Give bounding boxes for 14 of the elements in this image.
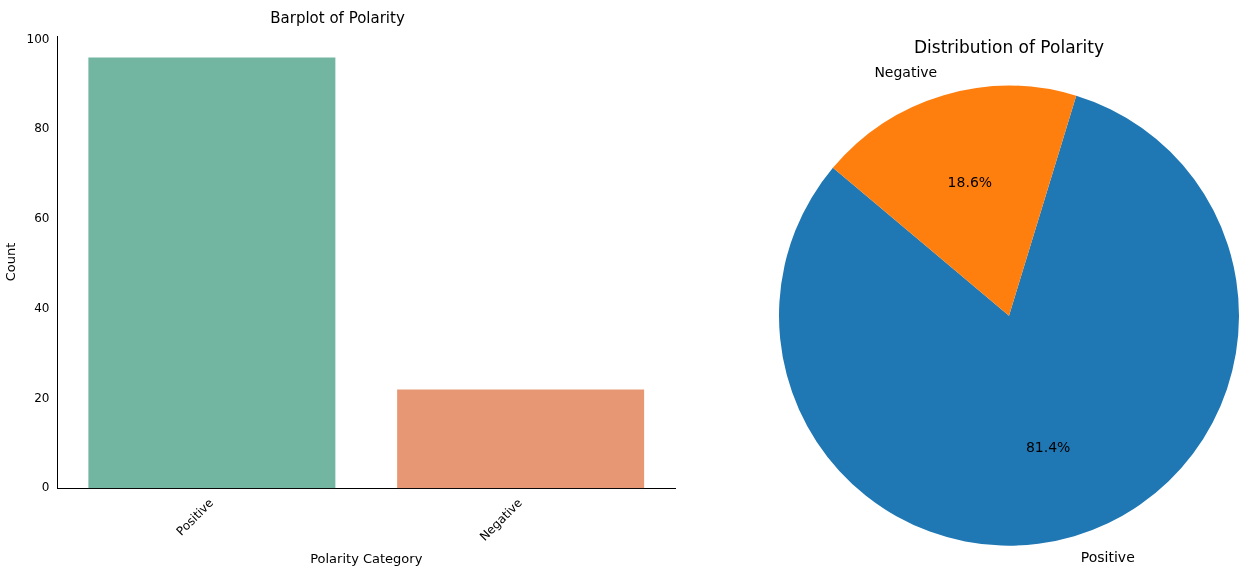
chart-title: Barplot of Polarity xyxy=(270,8,405,27)
data-label: 81.4% xyxy=(1025,438,1071,455)
slice-label: Negative xyxy=(874,63,938,80)
y-tick-label: 40 xyxy=(34,300,50,315)
y-tick-label: 80 xyxy=(34,121,50,136)
y-tick-label: 20 xyxy=(34,390,50,405)
y-axis-title: Count xyxy=(3,242,19,282)
x-axis-title: Polarity Category xyxy=(310,550,423,566)
chart-title: Distribution of Polarity xyxy=(914,36,1104,57)
data-label: 18.6% xyxy=(947,174,993,191)
y-tick-label: 60 xyxy=(34,211,50,226)
slice-label: Positive xyxy=(1080,548,1135,565)
y-tick-label: 100 xyxy=(26,31,50,46)
y-tick-label: 0 xyxy=(41,480,50,495)
